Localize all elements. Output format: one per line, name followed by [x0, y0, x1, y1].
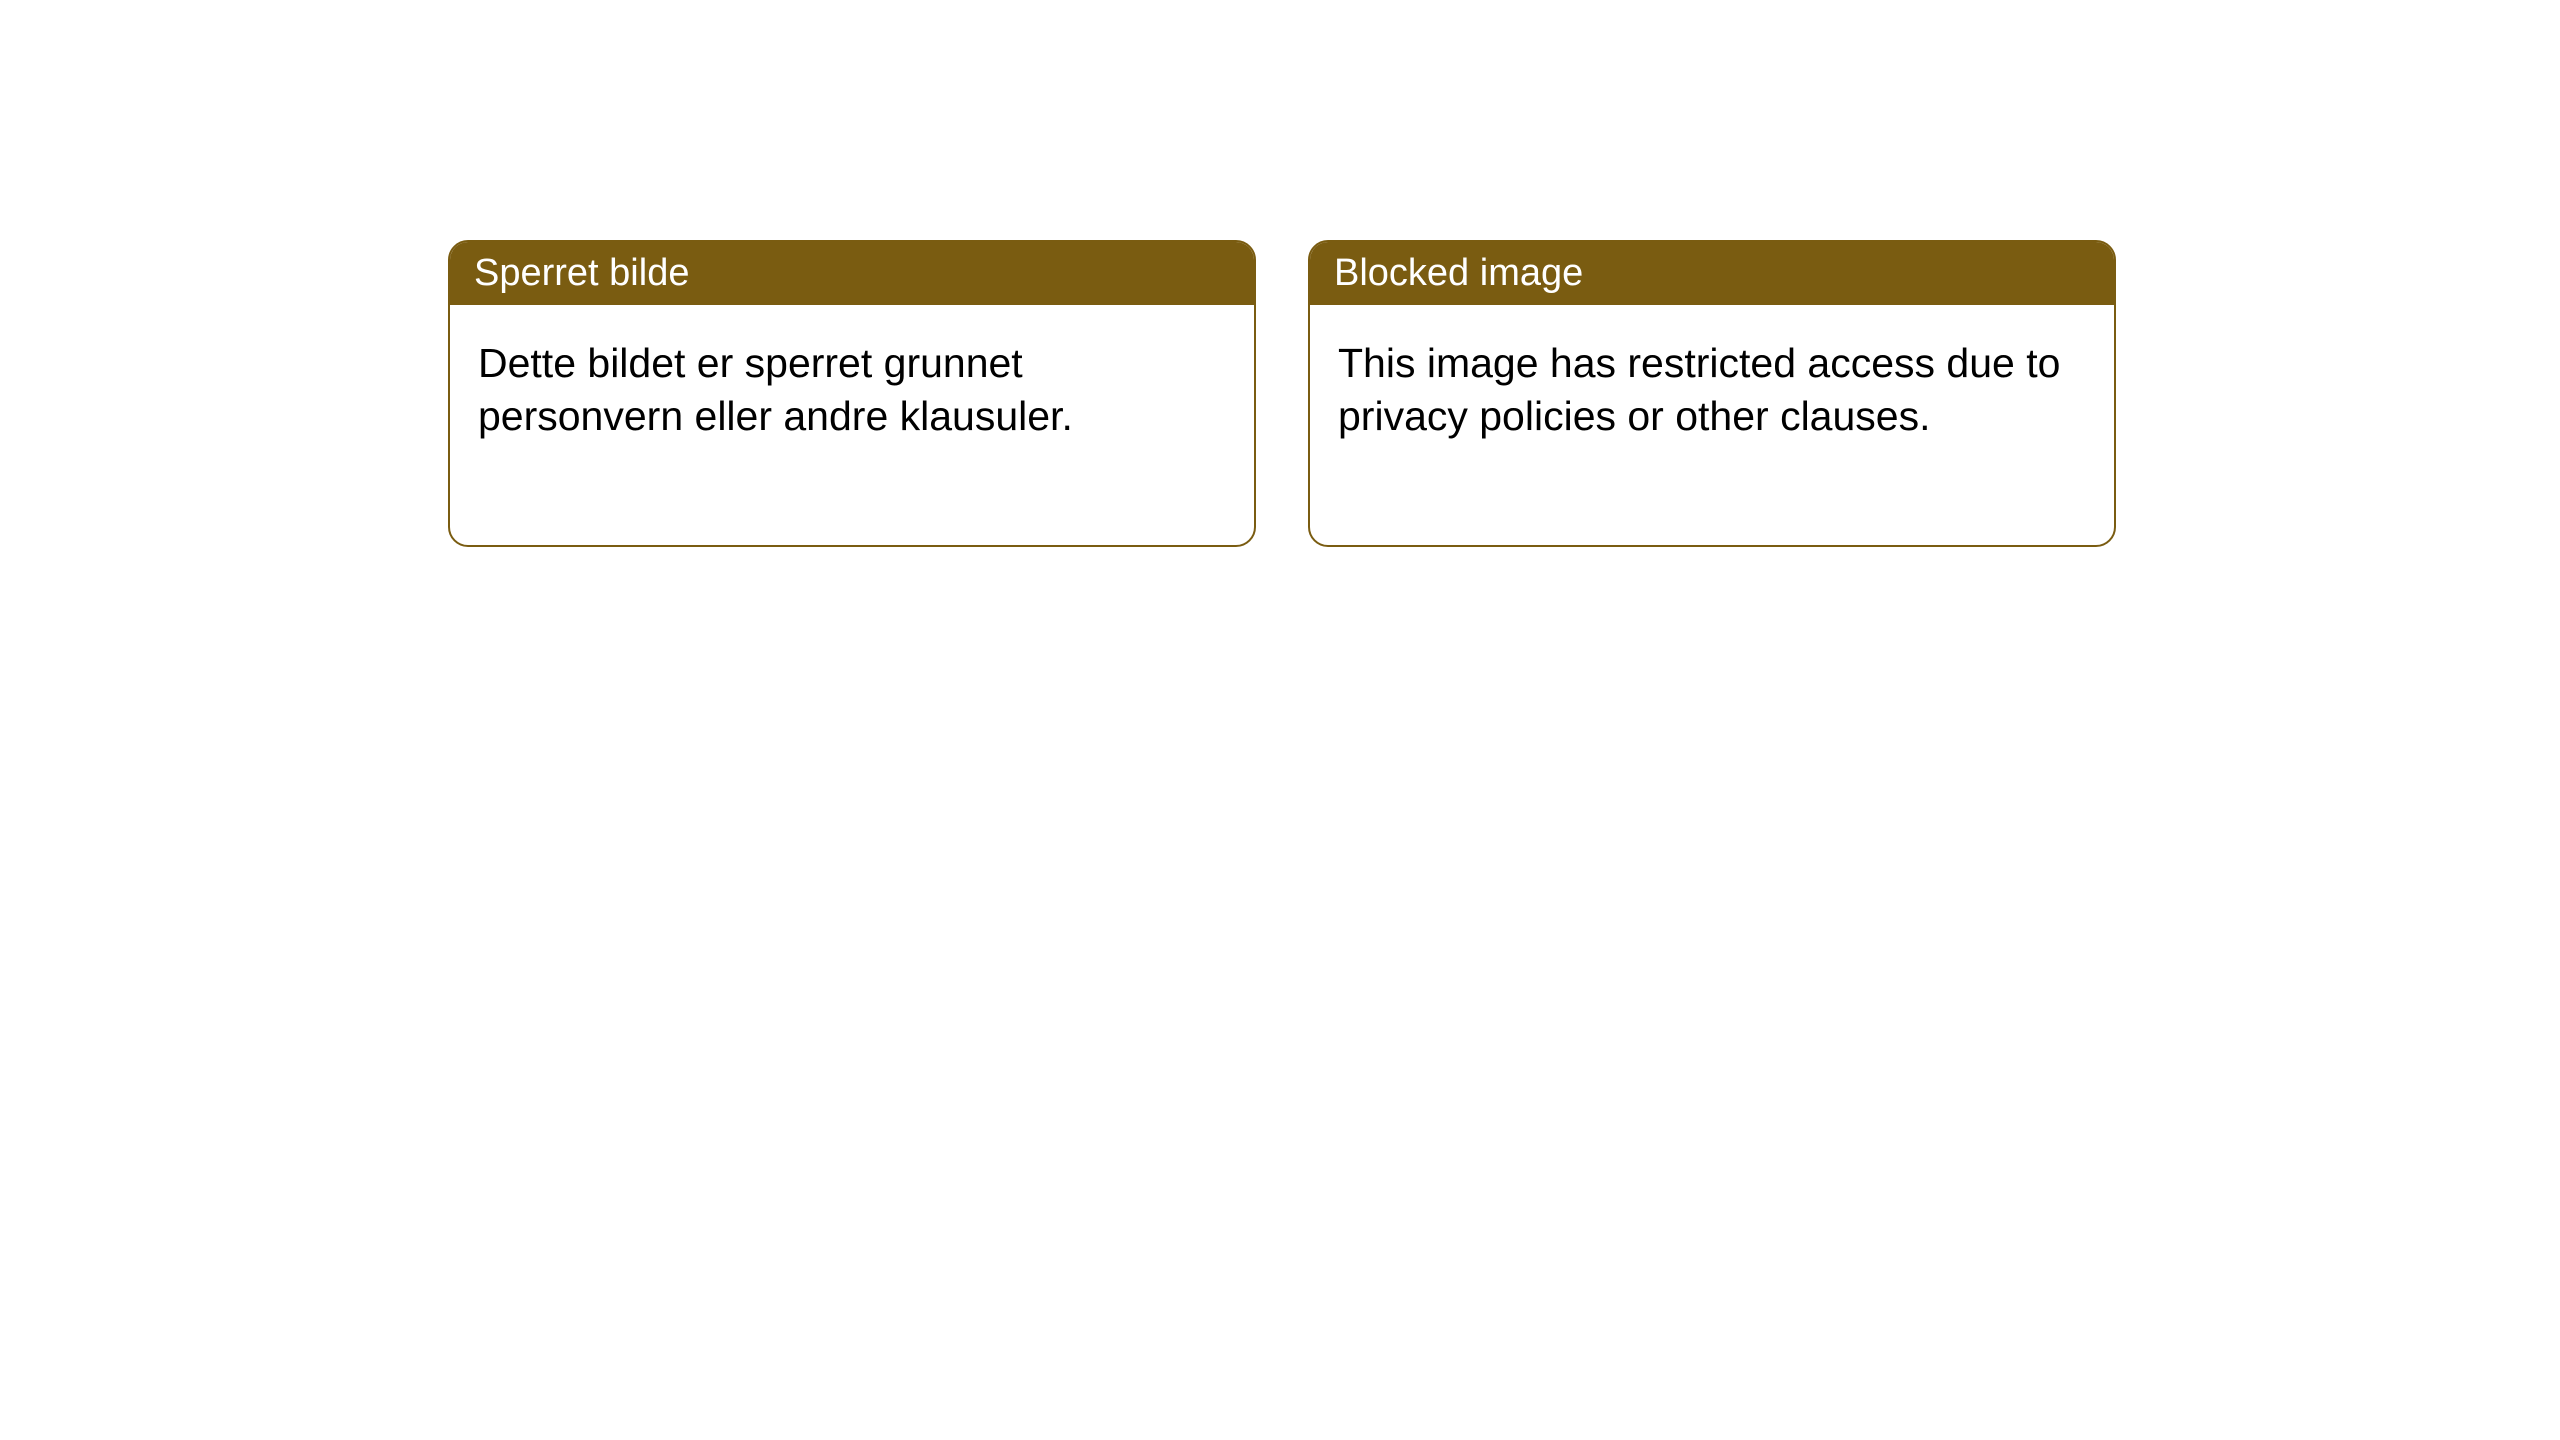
- notice-body: This image has restricted access due to …: [1310, 305, 2114, 545]
- notice-header: Blocked image: [1310, 242, 2114, 305]
- notice-title: Blocked image: [1334, 252, 1583, 294]
- notice-body: Dette bildet er sperret grunnet personve…: [450, 305, 1254, 545]
- notice-card-norwegian: Sperret bilde Dette bildet er sperret gr…: [448, 240, 1256, 547]
- notice-title: Sperret bilde: [474, 252, 689, 294]
- notice-body-text: Dette bildet er sperret grunnet personve…: [478, 340, 1073, 439]
- notice-header: Sperret bilde: [450, 242, 1254, 305]
- notice-container: Sperret bilde Dette bildet er sperret gr…: [448, 240, 2116, 547]
- notice-card-english: Blocked image This image has restricted …: [1308, 240, 2116, 547]
- notice-body-text: This image has restricted access due to …: [1338, 340, 2060, 439]
